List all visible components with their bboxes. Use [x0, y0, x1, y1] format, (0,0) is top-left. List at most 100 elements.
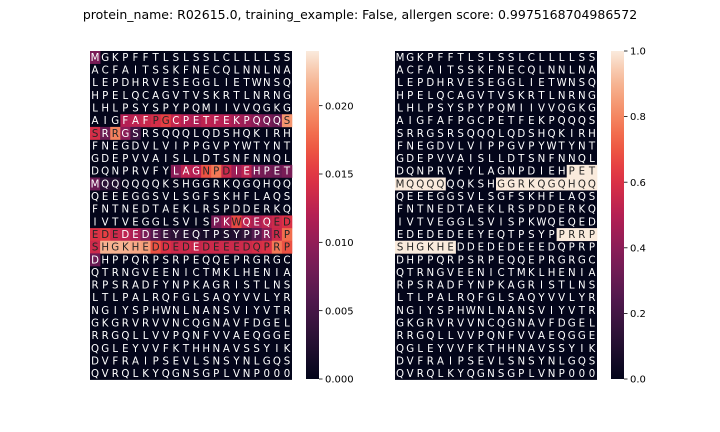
right-residue-7_3: G [426, 141, 434, 152]
left-residue-8_10: L [193, 154, 199, 165]
right-residue-1_7: S [468, 66, 474, 77]
left-residue-22_11: F [203, 331, 209, 342]
right-residue-12_13: P [528, 205, 534, 216]
right-residue-0_12: L [518, 53, 524, 64]
right-residue-17_3: N [427, 268, 435, 279]
left-residue-17_18: I [275, 268, 278, 279]
right-residue-9_9: A [487, 167, 494, 178]
left-cell-5_12 [211, 114, 222, 128]
left-residue-4_10: Q [192, 103, 200, 114]
right-residue-19_2: L [417, 293, 423, 304]
right-residue-12_16: E [558, 205, 564, 216]
left-cell-5_11 [201, 114, 212, 128]
right-residue-11_13: K [528, 192, 535, 203]
left-cell-15_0 [90, 240, 101, 254]
left-residue-6_12: D [212, 129, 220, 140]
right-residue-2_13: I [530, 78, 533, 89]
right-residue-12_15: D [548, 205, 556, 216]
right-residue-23_18: I [580, 344, 583, 355]
right-residue-16_6: P [458, 255, 464, 266]
left-colorbar-tick-label-0: 0.000 [325, 375, 354, 386]
left-cell-5_13 [221, 114, 232, 128]
left-residue-16_7: S [163, 255, 169, 266]
left-residue-22_18: G [273, 331, 281, 342]
left-cell-13_13 [221, 215, 232, 229]
left-residue-13_0: I [94, 217, 97, 228]
right-residue-10_11: G [507, 179, 515, 190]
left-residue-25_10: S [193, 369, 199, 380]
left-cell-15_4 [130, 240, 141, 254]
right-residue-25_19: 0 [589, 369, 595, 380]
left-residue-2_15: T [242, 78, 250, 89]
left-residue-24_6: P [153, 356, 159, 367]
right-residue-10_2: Q [416, 179, 424, 190]
left-residue-24_13: S [223, 356, 229, 367]
left-residue-10_5: Q [142, 179, 150, 190]
left-residue-1_19: A [283, 66, 290, 77]
right-residue-22_18: G [578, 331, 586, 342]
left-residue-6_19: H [283, 129, 291, 140]
left-residue-13_3: V [122, 217, 129, 228]
right-residue-20_1: G [406, 306, 414, 317]
left-cell-5_19 [281, 114, 293, 128]
left-residue-5_10: E [193, 116, 199, 127]
right-residue-18_14: I [540, 281, 543, 292]
right-residue-20_2: I [419, 306, 422, 317]
right-residue-16_11: Q [507, 255, 515, 266]
right-residue-4_8: Y [477, 103, 485, 114]
left-residue-18_2: S [112, 281, 118, 292]
left-residue-15_9: D [182, 243, 190, 254]
left-residue-9_15: E [243, 167, 249, 178]
right-residue-17_17: N [568, 268, 576, 279]
left-residue-23_5: V [142, 344, 149, 355]
left-residue-5_4: A [132, 116, 139, 127]
right-residue-17_15: H [548, 268, 556, 279]
left-residue-4_8: Y [172, 103, 180, 114]
right-residue-15_14: E [538, 243, 544, 254]
left-residue-10_2: Q [111, 179, 119, 190]
right-residue-25_13: L [529, 369, 535, 380]
right-residue-21_10: Q [497, 319, 505, 330]
left-residue-20_9: L [183, 306, 189, 317]
right-residue-10_1: Q [406, 179, 414, 190]
right-residue-15_19: P [589, 243, 595, 254]
left-residue-9_5: V [142, 167, 149, 178]
left-residue-21_12: N [212, 319, 220, 330]
left-cell-5_6 [150, 114, 161, 128]
left-residue-11_18: Q [273, 192, 281, 203]
left-residue-21_3: R [122, 319, 129, 330]
right-residue-24_11: S [508, 356, 514, 367]
left-residue-21_16: D [253, 319, 261, 330]
right-residue-25_1: V [407, 369, 414, 380]
left-residue-1_4: I [134, 66, 137, 77]
left-cell-5_7 [160, 114, 172, 128]
left-residue-9_8: L [173, 167, 179, 178]
right-residue-10_16: Q [558, 179, 566, 190]
right-residue-14_6: E [457, 230, 463, 241]
left-cell-14_2 [110, 228, 121, 242]
left-residue-5_1: I [104, 116, 107, 127]
right-cell-10_12 [516, 177, 527, 191]
right-residue-25_0: Q [396, 369, 404, 380]
left-residue-22_10: N [192, 331, 200, 342]
right-residue-16_19: C [588, 255, 595, 266]
right-residue-6_6: S [457, 129, 463, 140]
left-cell-6_2 [110, 126, 121, 140]
right-residue-2_8: S [478, 78, 484, 89]
left-residue-9_6: F [153, 167, 159, 178]
left-residue-3_8: V [172, 91, 179, 102]
left-residue-23_7: F [163, 344, 169, 355]
left-cell-5_10 [191, 114, 202, 128]
right-residue-14_3: D [426, 230, 434, 241]
left-residue-16_15: R [243, 255, 250, 266]
right-residue-17_4: G [436, 268, 444, 279]
right-residue-25_3: Q [426, 369, 434, 380]
left-residue-5_7: G [162, 116, 170, 127]
right-residue-6_12: D [517, 129, 525, 140]
right-residue-10_6: Q [457, 179, 465, 190]
left-cell-15_3 [120, 240, 131, 254]
right-residue-9_8: L [478, 167, 484, 178]
left-residue-16_13: E [223, 255, 229, 266]
left-residue-4_18: K [274, 103, 281, 114]
left-residue-7_13: P [223, 141, 229, 152]
